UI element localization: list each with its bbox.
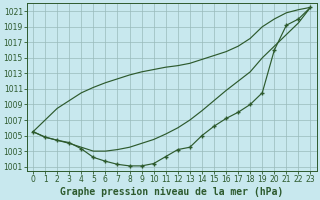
X-axis label: Graphe pression niveau de la mer (hPa): Graphe pression niveau de la mer (hPa)	[60, 186, 284, 197]
